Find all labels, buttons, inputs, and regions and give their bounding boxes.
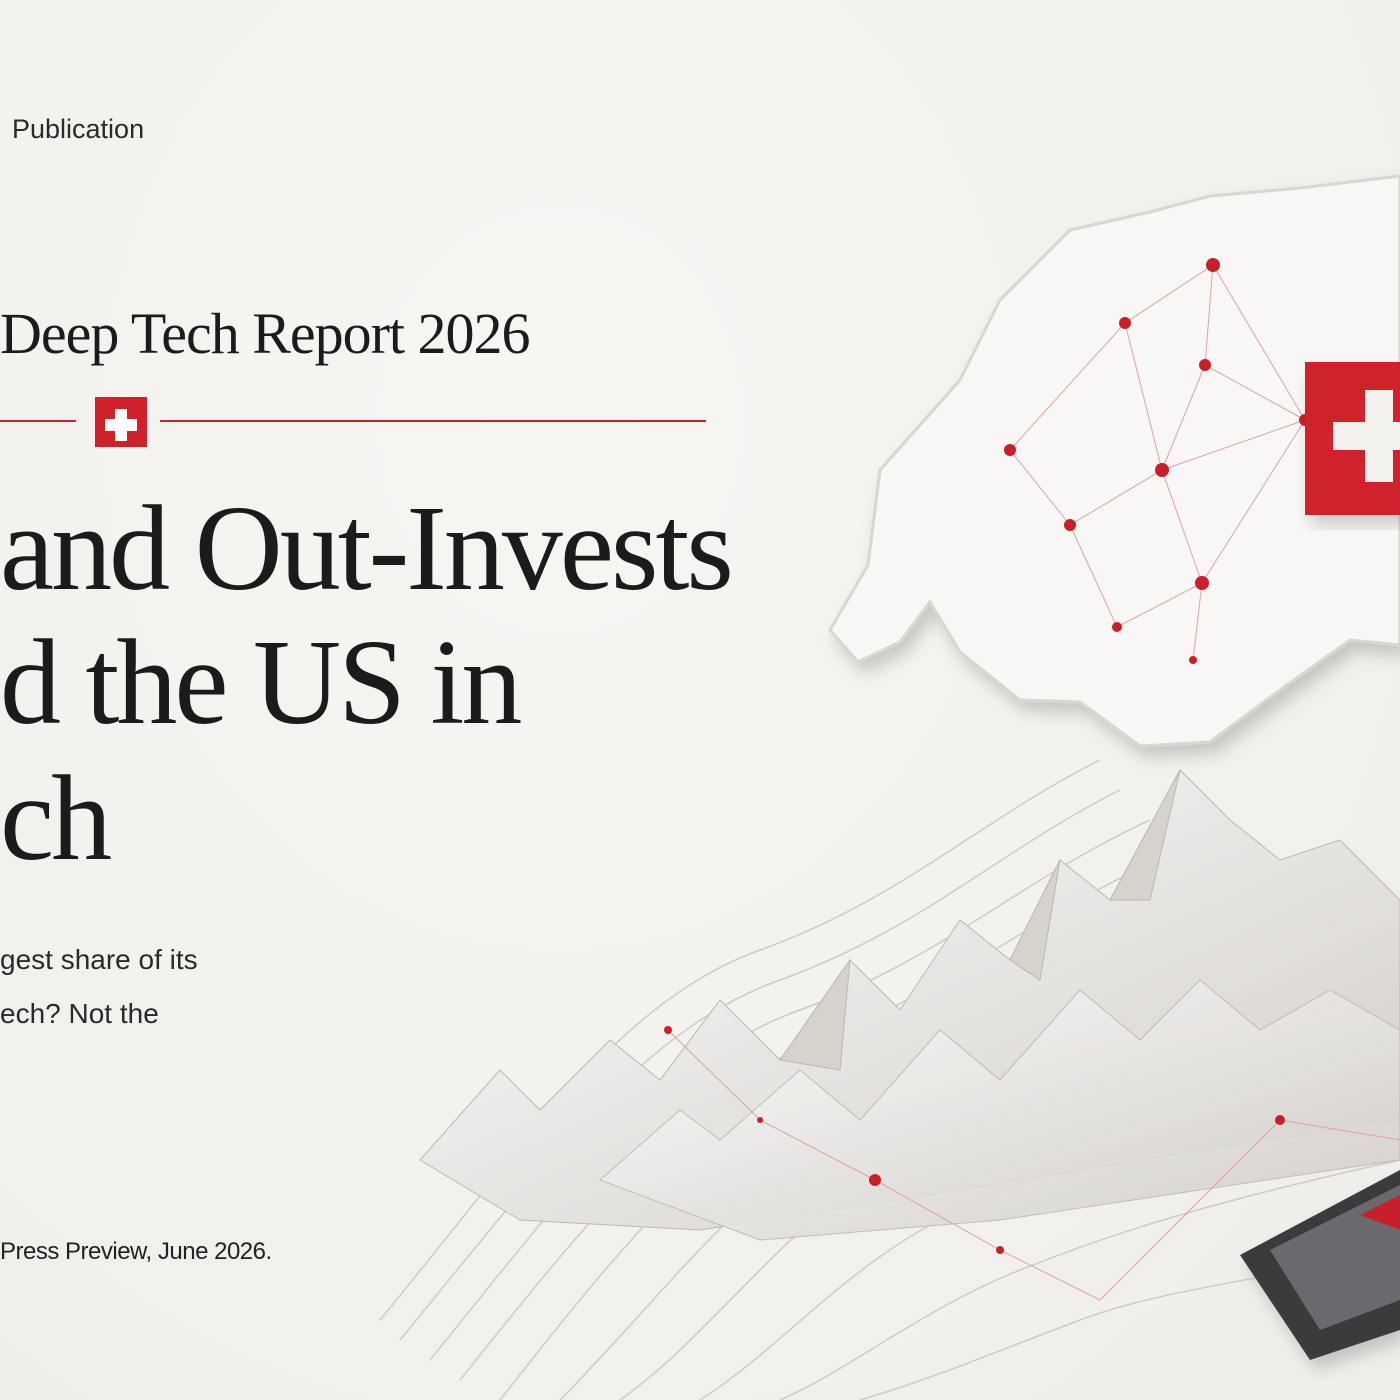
report-title: Deep Tech Report 2026: [0, 301, 531, 366]
flag-cross: [1333, 390, 1400, 482]
chip: [1240, 1170, 1400, 1360]
body-line: ech? Not the: [0, 998, 159, 1029]
mountains: [419, 769, 1400, 1241]
swiss-map: [828, 174, 1400, 748]
flag-cross: [105, 409, 137, 441]
body-line: gest share of its: [0, 944, 198, 975]
footer-note: Press Preview, June 2026.: [0, 1238, 272, 1265]
network-nodes: [664, 258, 1311, 1254]
eyebrow: Publication: [12, 114, 145, 144]
headline-line: ch: [0, 751, 112, 886]
headline-line: d the US in: [0, 615, 522, 750]
headline-line: and Out-Invests: [0, 481, 734, 616]
